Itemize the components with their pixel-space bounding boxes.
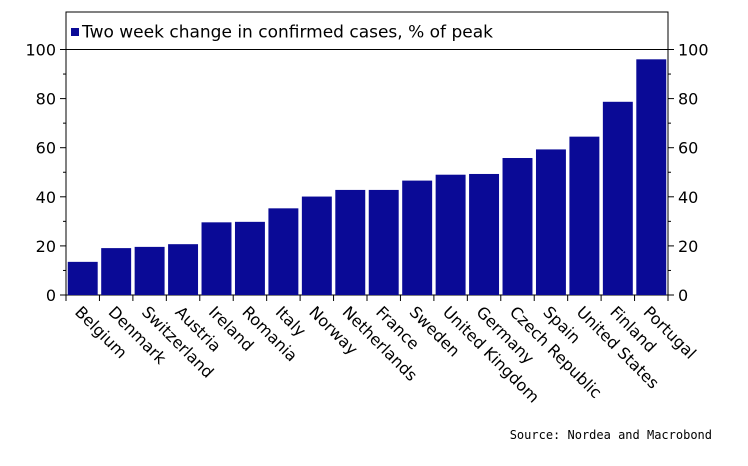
bar — [101, 248, 132, 295]
legend-swatch — [71, 28, 79, 36]
bar — [402, 180, 433, 295]
source-note: Source: Nordea and Macrobond — [509, 428, 712, 442]
y-tick-label-left: 80 — [36, 90, 56, 109]
y-tick-label-right: 100 — [678, 41, 709, 60]
legend-label: Two week change in confirmed cases, % of… — [81, 23, 493, 43]
bar — [168, 244, 199, 295]
y-tick-label-right: 80 — [678, 90, 698, 109]
bar — [368, 189, 399, 295]
bar — [636, 59, 667, 295]
y-tick-label-right: 0 — [678, 286, 688, 305]
bar — [435, 174, 466, 295]
y-tick-label-right: 40 — [678, 188, 698, 207]
y-tick-label-right: 60 — [678, 139, 698, 158]
bar — [268, 208, 299, 295]
y-tick-label-left: 20 — [36, 237, 56, 256]
y-tick-label-right: 20 — [678, 237, 698, 256]
y-tick-label-left: 0 — [46, 286, 56, 305]
bar — [602, 101, 633, 295]
y-tick-label-left: 100 — [25, 41, 56, 60]
bar — [335, 189, 366, 295]
bar — [535, 149, 566, 295]
bar — [201, 222, 232, 295]
bar — [67, 261, 98, 295]
bar — [134, 246, 165, 295]
bar — [502, 158, 533, 295]
y-tick-label-left: 40 — [36, 188, 56, 207]
bar — [569, 136, 600, 295]
y-tick-label-left: 60 — [36, 139, 56, 158]
bar — [301, 196, 332, 295]
bar — [469, 173, 500, 295]
bar — [234, 221, 265, 295]
